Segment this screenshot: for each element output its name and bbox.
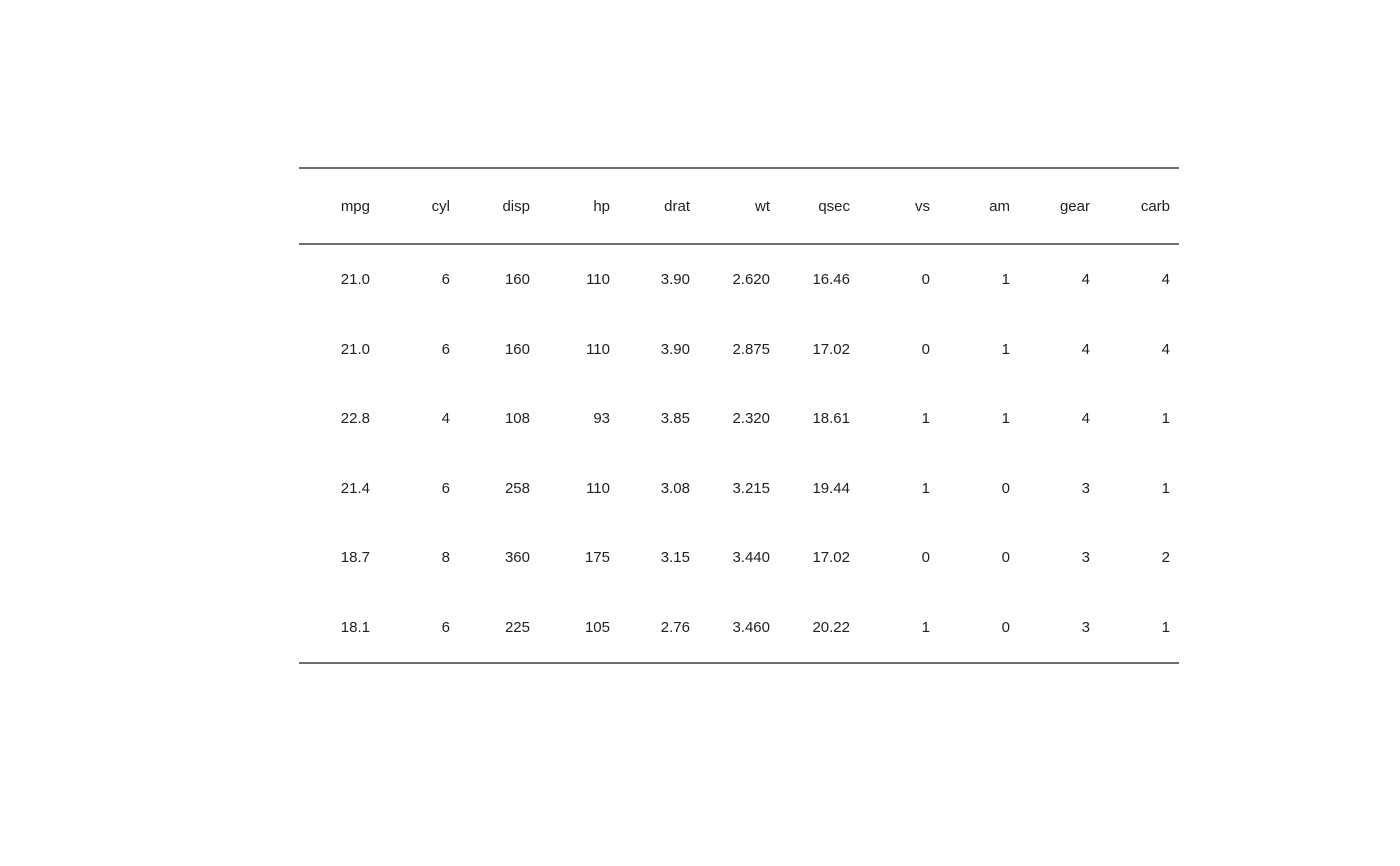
cell-cyl: 6 (441, 271, 450, 289)
cell-vs: 0 (921, 340, 930, 358)
column-header-vs: vs (915, 197, 930, 215)
cell-disp: 160 (504, 271, 530, 289)
cell-gear: 4 (1081, 410, 1090, 428)
cell-mpg: 18.7 (340, 549, 370, 567)
cell-gear: 3 (1081, 479, 1090, 497)
cell-qsec: 20.22 (812, 618, 850, 636)
table-row: 18.1 6 225 105 2.76 3.460 20.22 1 0 3 1 (299, 593, 1179, 663)
cell-gear: 3 (1081, 618, 1090, 636)
column-header-drat: drat (664, 197, 690, 215)
cell-cyl: 4 (441, 410, 450, 428)
cell-mpg: 21.0 (340, 271, 370, 289)
cell-vs: 0 (921, 271, 930, 289)
cell-qsec: 19.44 (812, 479, 850, 497)
cell-drat: 3.90 (660, 271, 690, 289)
cell-wt: 3.440 (732, 549, 770, 567)
cell-carb: 4 (1161, 271, 1170, 289)
cell-qsec: 16.46 (812, 271, 850, 289)
cell-vs: 1 (921, 618, 930, 636)
cell-am: 1 (1001, 410, 1010, 428)
data-table: mpg cyl disp hp drat wt qsec vs am gear carb 21.0 6… (299, 167, 1179, 664)
cell-drat: 2.76 (660, 618, 690, 636)
cell-drat: 3.85 (660, 410, 690, 428)
cell-disp: 225 (504, 618, 530, 636)
cell-drat: 3.90 (660, 340, 690, 358)
cell-gear: 4 (1081, 271, 1090, 289)
cell-wt: 3.460 (732, 618, 770, 636)
cell-disp: 160 (504, 340, 530, 358)
cell-carb: 1 (1161, 479, 1170, 497)
table-row: 21.4 6 258 110 3.08 3.215 19.44 1 0 3 1 (299, 454, 1179, 524)
cell-hp: 93 (593, 410, 610, 428)
table-row: 22.8 4 108 93 3.85 2.320 18.61 1 1 4 1 (299, 384, 1179, 454)
column-header-carb: carb (1140, 197, 1170, 215)
table-row: 18.7 8 360 175 3.15 3.440 17.02 0 0 3 2 (299, 523, 1179, 593)
cell-wt: 2.875 (732, 340, 770, 358)
cell-carb: 1 (1161, 410, 1170, 428)
cell-hp: 110 (586, 271, 610, 289)
column-header-mpg: mpg (340, 197, 370, 215)
table-row: 21.0 6 160 110 3.90 2.620 16.46 0 1 4 4 (299, 244, 1179, 315)
header-row: mpg cyl disp hp drat wt qsec vs am gear carb (299, 168, 1179, 244)
cell-disp: 360 (504, 549, 530, 567)
cell-gear: 4 (1081, 340, 1090, 358)
cell-am: 0 (1001, 549, 1010, 567)
cell-wt: 2.320 (732, 410, 770, 428)
table-row: 21.0 6 160 110 3.90 2.875 17.02 0 1 4 4 (299, 315, 1179, 385)
cell-hp: 110 (586, 340, 610, 358)
cell-hp: 105 (584, 618, 610, 636)
table-header: mpg cyl disp hp drat wt qsec vs am gear carb (299, 168, 1179, 244)
cell-am: 0 (1001, 618, 1010, 636)
column-header-hp: hp (593, 197, 610, 215)
cell-hp: 110 (586, 479, 610, 497)
cell-cyl: 6 (441, 618, 450, 636)
cell-disp: 258 (504, 479, 530, 497)
column-header-gear: gear (1059, 197, 1090, 215)
cell-mpg: 21.4 (340, 479, 370, 497)
cell-carb: 1 (1161, 618, 1170, 636)
cell-carb: 2 (1161, 549, 1170, 567)
cell-am: 1 (1001, 271, 1010, 289)
cell-wt: 2.620 (732, 271, 770, 289)
cell-qsec: 18.61 (812, 410, 850, 428)
cell-carb: 4 (1161, 340, 1170, 358)
column-header-qsec: qsec (818, 197, 850, 215)
column-header-wt: wt (755, 197, 770, 215)
cell-qsec: 17.02 (812, 340, 850, 358)
column-header-disp: disp (502, 197, 530, 215)
cell-disp: 108 (504, 410, 530, 428)
cell-mpg: 21.0 (340, 340, 370, 358)
cell-drat: 3.15 (660, 549, 690, 567)
cell-mpg: 18.1 (340, 618, 370, 636)
cell-wt: 3.215 (732, 479, 770, 497)
cell-qsec: 17.02 (812, 549, 850, 567)
cell-am: 1 (1001, 340, 1010, 358)
column-header-am: am (989, 197, 1010, 215)
cell-hp: 175 (584, 549, 610, 567)
cell-cyl: 8 (441, 549, 450, 567)
cell-mpg: 22.8 (340, 410, 370, 428)
column-header-cyl: cyl (431, 197, 450, 215)
cell-vs: 0 (921, 549, 930, 567)
cell-drat: 3.08 (660, 479, 690, 497)
cell-vs: 1 (921, 479, 930, 497)
table-body: 21.0 6 160 110 3.90 2.620 16.46 0 1 4 4 21.0 6 160 110… (299, 244, 1179, 663)
cell-vs: 1 (921, 410, 930, 428)
cell-am: 0 (1001, 479, 1010, 497)
cell-cyl: 6 (441, 340, 450, 358)
cell-cyl: 6 (441, 479, 450, 497)
cell-gear: 3 (1081, 549, 1090, 567)
